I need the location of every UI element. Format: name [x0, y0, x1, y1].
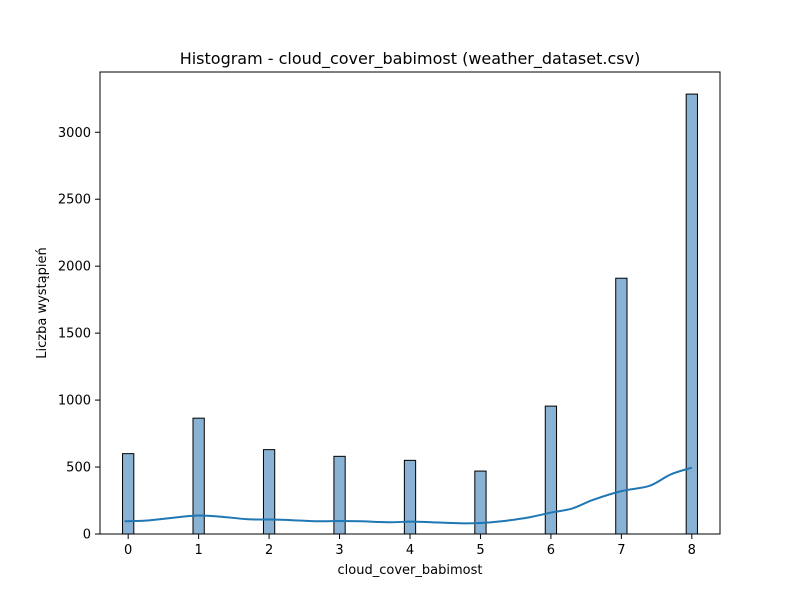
y-tick-label: 3000	[58, 126, 91, 141]
bar-7	[615, 277, 628, 535]
y-tick-label: 1500	[58, 327, 91, 342]
x-tick-label: 5	[476, 543, 484, 558]
bar-4	[403, 459, 417, 535]
x-tick-label: 1	[194, 543, 202, 558]
y-tick-label: 2500	[58, 193, 91, 208]
bar-5	[474, 470, 487, 535]
bar-2	[262, 449, 276, 535]
x-tick-label: 8	[688, 543, 696, 558]
bar-6	[544, 405, 558, 535]
y-tick-label: 0	[83, 528, 91, 543]
x-tick-label: 3	[335, 543, 343, 558]
bars-group	[122, 93, 698, 535]
y-tick-label: 2000	[58, 260, 91, 275]
kde-line	[124, 466, 693, 525]
x-tick-label: 7	[617, 543, 625, 558]
chart-title: Histogram - cloud_cover_babimost (weathe…	[180, 49, 641, 69]
x-tick-label: 0	[124, 543, 132, 558]
x-axis-ticks: 0 1 2 3 4 5 6 7 8	[124, 534, 696, 558]
y-tick-label: 1000	[58, 394, 91, 409]
x-tick-label: 4	[406, 543, 414, 558]
y-axis-ticks: 0 500 1000 1500 2000 2500 3000	[58, 126, 100, 543]
y-tick-label: 500	[66, 461, 91, 476]
x-axis-label: cloud_cover_babimost	[338, 563, 483, 578]
bar-3	[333, 455, 346, 535]
y-axis-label: Liczba wystąpień	[35, 247, 50, 358]
x-tick-label: 2	[265, 543, 273, 558]
x-tick-label: 6	[547, 543, 555, 558]
